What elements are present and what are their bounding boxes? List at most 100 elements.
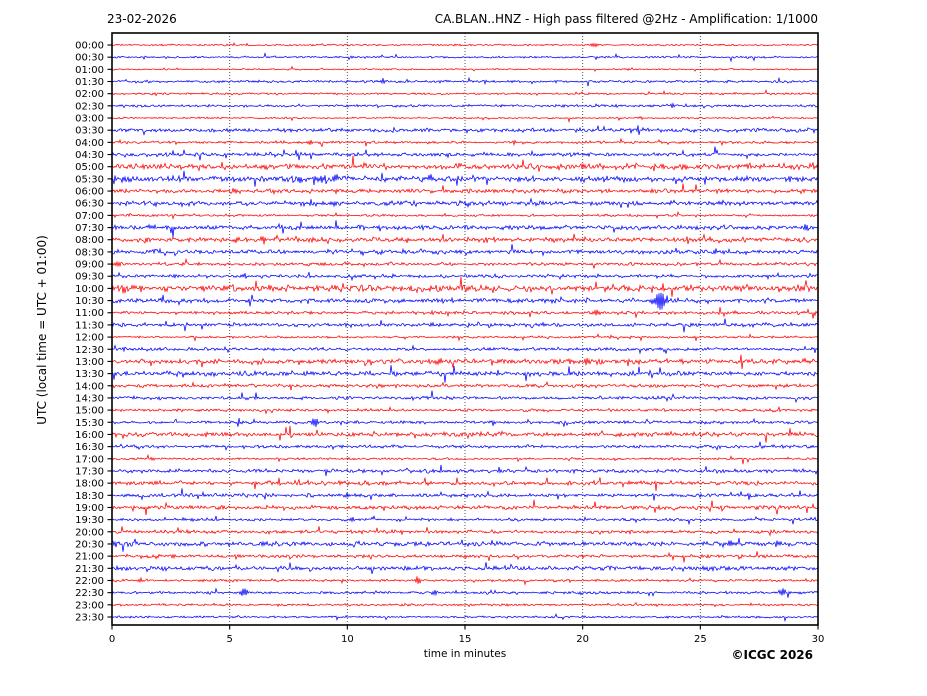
- trace-13:30: [112, 365, 818, 383]
- y-tick-label-23:00: 23:00: [75, 600, 104, 611]
- trace-13:00: [112, 354, 818, 370]
- trace-07:00: [112, 210, 818, 220]
- trace-17:30: [112, 464, 818, 476]
- trace-03:30: [112, 125, 818, 136]
- x-tick-label-25: 25: [694, 634, 707, 645]
- y-tick-label-07:30: 07:30: [75, 223, 104, 234]
- trace-01:30: [112, 76, 818, 87]
- trace-09:30: [112, 271, 818, 282]
- trace-05:00: [112, 155, 818, 172]
- trace-22:30: [112, 587, 818, 598]
- trace-15:30: [112, 417, 818, 427]
- trace-01:00: [112, 65, 818, 73]
- y-tick-label-16:30: 16:30: [75, 442, 104, 453]
- y-tick-label-21:00: 21:00: [75, 552, 104, 563]
- trace-14:30: [112, 390, 818, 404]
- trace-16:30: [112, 441, 818, 451]
- y-tick-label-12:00: 12:00: [75, 333, 104, 344]
- y-tick-label-03:30: 03:30: [75, 126, 104, 137]
- plot-frame: [111, 32, 819, 626]
- trace-08:00: [112, 233, 818, 245]
- trace-00:00: [112, 42, 818, 48]
- trace-21:00: [112, 551, 818, 563]
- trace-09:00: [112, 257, 818, 269]
- y-tick-label-05:00: 05:00: [75, 162, 104, 173]
- y-tick-label-12:30: 12:30: [75, 345, 104, 356]
- trace-21:30: [112, 562, 818, 575]
- y-tick-label-20:30: 20:30: [75, 539, 104, 550]
- y-tick-label-21:30: 21:30: [75, 564, 104, 575]
- y-tick-label-07:00: 07:00: [75, 211, 104, 222]
- y-tick-label-18:30: 18:30: [75, 491, 104, 502]
- y-tick-label-23:30: 23:30: [75, 613, 104, 624]
- trace-15:00: [112, 405, 818, 415]
- y-tick-label-10:30: 10:30: [75, 296, 104, 307]
- trace-18:00: [112, 477, 818, 491]
- x-tick-label-0: 0: [109, 634, 115, 645]
- x-tick-label-5: 5: [226, 634, 232, 645]
- trace-07:30: [112, 220, 818, 238]
- y-tick-label-15:30: 15:30: [75, 418, 104, 429]
- trace-06:00: [112, 183, 818, 196]
- trace-16:00: [112, 425, 818, 443]
- date-title: 23-02-2026: [107, 12, 177, 26]
- y-tick-label-08:00: 08:00: [75, 235, 104, 246]
- y-tick-label-11:00: 11:00: [75, 308, 104, 319]
- trace-10:30: [112, 292, 818, 310]
- y-tick-label-00:00: 00:00: [75, 41, 104, 52]
- copyright-text: ©ICGC 2026: [731, 648, 813, 662]
- trace-02:30: [112, 102, 818, 109]
- trace-06:30: [112, 197, 818, 208]
- y-tick-label-01:00: 01:00: [75, 65, 104, 76]
- trace-11:30: [112, 318, 818, 333]
- y-tick-label-18:00: 18:00: [75, 479, 104, 490]
- trace-04:00: [112, 137, 818, 148]
- x-tick-label-15: 15: [459, 634, 472, 645]
- trace-23:00: [112, 601, 818, 608]
- y-tick-label-06:30: 06:30: [75, 199, 104, 210]
- y-tick-label-11:30: 11:30: [75, 320, 104, 331]
- trace-18:30: [112, 488, 818, 501]
- station-title: CA.BLAN..HNZ - High pass filtered @2Hz -…: [434, 12, 818, 26]
- trace-20:30: [112, 537, 818, 552]
- trace-19:00: [112, 499, 818, 516]
- trace-23:30: [112, 613, 818, 623]
- y-tick-label-22:30: 22:30: [75, 588, 104, 599]
- trace-02:00: [112, 89, 818, 97]
- trace-11:00: [112, 307, 818, 319]
- trace-05:30: [112, 170, 818, 187]
- trace-22:00: [112, 576, 818, 586]
- trace-04:30: [112, 146, 818, 161]
- x-tick-label-20: 20: [576, 634, 589, 645]
- y-tick-label-17:00: 17:00: [75, 454, 104, 465]
- y-tick-label-02:00: 02:00: [75, 89, 104, 100]
- y-tick-label-19:30: 19:30: [75, 515, 104, 526]
- trace-03:00: [112, 115, 818, 124]
- y-tick-label-20:00: 20:00: [75, 527, 104, 538]
- x-axis-label: time in minutes: [423, 648, 507, 660]
- y-tick-label-14:30: 14:30: [75, 393, 104, 404]
- trace-12:30: [112, 344, 818, 355]
- y-tick-label-02:30: 02:30: [75, 101, 104, 112]
- trace-17:00: [112, 453, 818, 465]
- y-tick-label-16:00: 16:00: [75, 430, 104, 441]
- y-tick-label-06:00: 06:00: [75, 187, 104, 198]
- trace-group: [112, 42, 818, 623]
- y-tick-label-01:30: 01:30: [75, 77, 104, 88]
- trace-08:30: [112, 244, 818, 257]
- y-tick-label-00:30: 00:30: [75, 53, 104, 64]
- y-tick-label-15:00: 15:00: [75, 406, 104, 417]
- y-tick-label-04:30: 04:30: [75, 150, 104, 161]
- y-tick-label-08:30: 08:30: [75, 247, 104, 258]
- y-tick-label-04:00: 04:00: [75, 138, 104, 149]
- y-tick-label-05:30: 05:30: [75, 174, 104, 185]
- y-tick-label-10:00: 10:00: [75, 284, 104, 295]
- y-tick-label-13:00: 13:00: [75, 357, 104, 368]
- y-tick-label-09:00: 09:00: [75, 260, 104, 271]
- trace-20:00: [112, 526, 818, 537]
- x-tick-label-10: 10: [341, 634, 354, 645]
- trace-14:00: [112, 381, 818, 391]
- y-tick-label-09:30: 09:30: [75, 272, 104, 283]
